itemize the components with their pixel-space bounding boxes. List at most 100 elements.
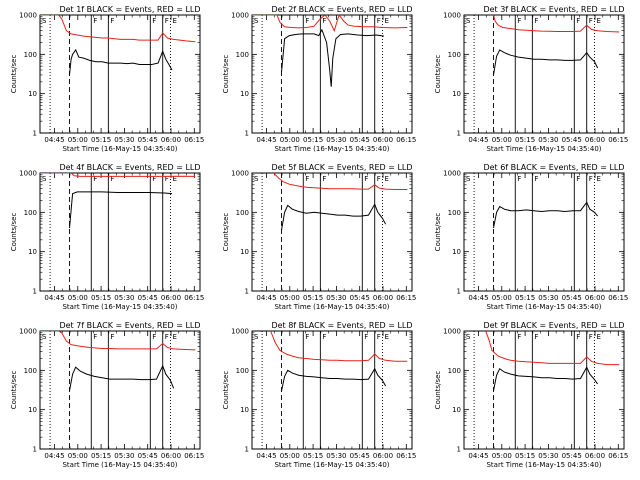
marker-label: F [589, 333, 593, 341]
x-tick-label: 05:15 [515, 452, 535, 460]
panel-6f: Det 6f BLACK = Events, RED = LLD 1 10 100 10… [434, 163, 628, 311]
marker-label: F [110, 175, 114, 183]
marker-label: F [534, 333, 538, 341]
marker-label: F [364, 175, 368, 183]
marker-label: F [93, 333, 97, 341]
y-tick-label: 1000 [19, 328, 37, 336]
marker-label: F [589, 175, 593, 183]
marker-label: E [384, 333, 388, 341]
marker-label: S [466, 17, 471, 25]
marker-label: S [254, 17, 259, 25]
y-tick-label: 10 [240, 90, 249, 98]
panel-title: Det 6f BLACK = Events, RED = LLD [483, 163, 624, 172]
marker-label: S [254, 175, 259, 183]
x-tick-label: 06:15 [184, 294, 204, 302]
y-tick-label: 1000 [443, 170, 461, 178]
x-tick-label: 05:30 [114, 452, 134, 460]
y-tick-label: 100 [236, 209, 249, 217]
x-tick-label: 05:30 [114, 294, 134, 302]
panel-7f: Det 7f BLACK = Events, RED = LLD 1 10 100 10… [10, 321, 204, 469]
marker-label: S [254, 333, 259, 341]
plot-frame [251, 172, 413, 292]
panel-9f: Det 9f BLACK = Events, RED = LLD 1 10 100 10… [434, 321, 628, 469]
marker-label: F [517, 333, 521, 341]
x-tick-label: 05:00 [492, 136, 512, 144]
y-tick-label: 1 [457, 130, 461, 138]
x-tick-label: 06:00 [373, 452, 393, 460]
panel-title: Det 4f BLACK = Events, RED = LLD [59, 163, 200, 172]
x-tick-label: 06:15 [184, 136, 204, 144]
x-tick-label: 06:15 [396, 452, 416, 460]
marker-label: E [172, 17, 176, 25]
x-tick-label: 04:45 [44, 294, 64, 302]
panel-title: Det 7f BLACK = Events, RED = LLD [59, 321, 200, 330]
y-tick-label: 10 [28, 248, 37, 256]
x-tick-label: 05:15 [515, 294, 535, 302]
x-tick-label: 06:15 [608, 452, 628, 460]
x-tick-label: 05:45 [350, 452, 370, 460]
x-tick-label: 05:00 [280, 136, 300, 144]
y-tick-label: 10 [240, 406, 249, 414]
x-tick-label: 04:45 [256, 452, 276, 460]
y-tick-label: 1 [245, 130, 249, 138]
y-tick-label: 1 [33, 288, 37, 296]
y-tick-label: 10 [240, 248, 249, 256]
x-tick-label: 05:00 [492, 452, 512, 460]
y-tick-label: 100 [448, 51, 461, 59]
plot-frame [463, 14, 625, 134]
marker-label: F [576, 17, 580, 25]
marker-label: E [172, 175, 176, 183]
y-axis-label: Counts/sec [10, 55, 18, 94]
x-axis-label: Start Time (16-May-15 04:35:40) [62, 461, 177, 469]
marker-label: F [322, 333, 326, 341]
y-axis-label: Counts/sec [434, 371, 442, 410]
x-tick-label: 05:30 [326, 136, 346, 144]
y-tick-label: 1 [33, 130, 37, 138]
y-tick-label: 100 [24, 51, 37, 59]
x-tick-label: 05:15 [515, 136, 535, 144]
x-tick-label: 05:30 [538, 136, 558, 144]
marker-label: F [517, 175, 521, 183]
x-tick-label: 06:15 [184, 452, 204, 460]
x-tick-label: 05:45 [350, 136, 370, 144]
marker-label: E [596, 175, 600, 183]
x-tick-label: 05:15 [91, 294, 111, 302]
x-tick-label: 05:30 [326, 294, 346, 302]
panel-3f: Det 3f BLACK = Events, RED = LLD 1 10 100 10… [434, 5, 628, 153]
x-tick-label: 05:45 [350, 294, 370, 302]
marker-label: S [42, 175, 47, 183]
x-tick-label: 06:00 [585, 294, 605, 302]
panel-title: Det 5f BLACK = Events, RED = LLD [271, 163, 412, 172]
x-tick-label: 06:00 [373, 136, 393, 144]
marker-label: F [576, 175, 580, 183]
plot-frame [463, 172, 625, 292]
y-axis-label: Counts/sec [434, 213, 442, 252]
x-axis-label: Start Time (16-May-15 04:35:40) [62, 303, 177, 311]
events-series-line [281, 28, 385, 87]
marker-label: E [172, 333, 176, 341]
y-axis-label: Counts/sec [10, 371, 18, 410]
marker-label: F [165, 175, 169, 183]
plot-frame [39, 14, 201, 134]
lld-series-line [485, 331, 620, 366]
events-series-line [69, 191, 173, 229]
x-axis-label: Start Time (16-May-15 04:35:40) [274, 303, 389, 311]
marker-label: S [466, 175, 471, 183]
y-tick-label: 100 [448, 367, 461, 375]
y-axis-label: Counts/sec [222, 213, 230, 252]
x-tick-label: 06:15 [608, 294, 628, 302]
y-tick-label: 1000 [443, 12, 461, 20]
x-tick-label: 05:45 [562, 452, 582, 460]
y-tick-label: 1000 [443, 328, 461, 336]
y-tick-label: 1 [457, 446, 461, 454]
panel-title: Det 2f BLACK = Events, RED = LLD [271, 5, 412, 14]
marker-label: F [576, 333, 580, 341]
x-tick-label: 06:15 [608, 136, 628, 144]
lld-series-line [273, 173, 408, 190]
x-tick-label: 05:30 [114, 136, 134, 144]
y-tick-label: 100 [236, 51, 249, 59]
marker-label: F [534, 17, 538, 25]
marker-label: F [322, 175, 326, 183]
y-tick-label: 1000 [19, 12, 37, 20]
lld-series-line [493, 15, 620, 33]
